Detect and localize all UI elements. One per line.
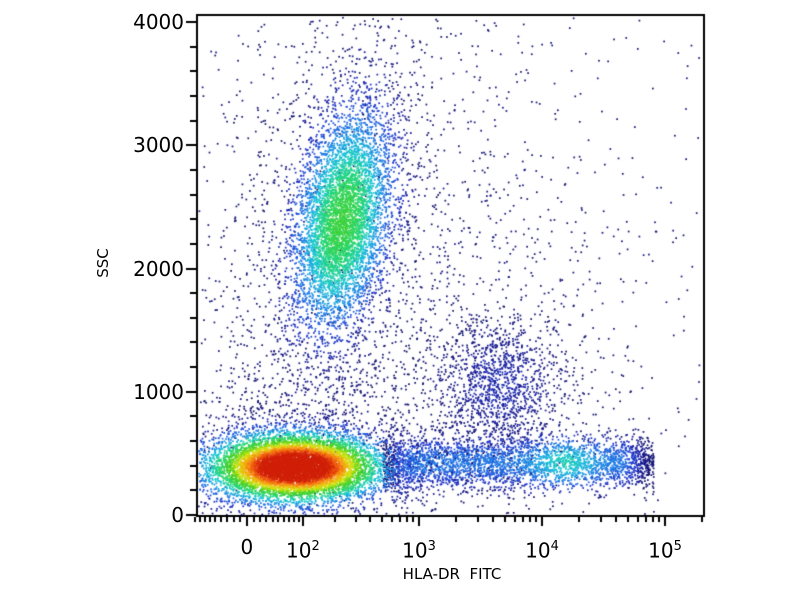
x-tick-label: 0 — [240, 535, 254, 559]
y-tick-label: 4000 — [133, 10, 184, 34]
y-tick-label: 1000 — [133, 379, 184, 404]
y-axis-title: SSC — [94, 248, 112, 278]
x-tick-label: 103 — [402, 538, 436, 563]
x-tick-label: 104 — [525, 538, 559, 563]
x-axis-title: HLA-DR FITC — [402, 565, 502, 583]
x-tick-label: 105 — [648, 538, 682, 563]
y-tick-label: 3000 — [133, 133, 184, 158]
y-tick-label: 2000 — [133, 256, 184, 281]
x-tick-label: 102 — [286, 538, 320, 563]
y-tick-label: 0 — [171, 503, 184, 527]
